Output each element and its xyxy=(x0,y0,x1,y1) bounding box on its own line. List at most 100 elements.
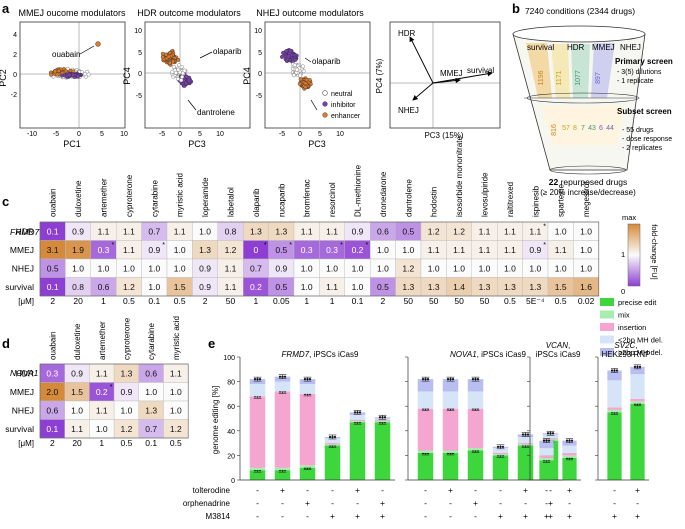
replicate-dot xyxy=(278,375,282,378)
heatmap-nova1: ouabain duloxetine artemether cyproterone cy… xyxy=(5,316,189,448)
replicate-dot xyxy=(328,435,332,439)
heatmap-value: 0.7 xyxy=(148,227,160,237)
significance-star: * xyxy=(543,223,546,230)
heatmap-value: 1.1 xyxy=(479,245,491,255)
heatmap-value: 1.1 xyxy=(225,264,237,274)
heatmap-value: 1.0 xyxy=(555,264,567,274)
heatmap-value: 0.9 xyxy=(352,227,364,237)
funnel-top xyxy=(512,25,646,43)
heatmap-value: 1.0 xyxy=(174,245,186,255)
heatmap-value: 1.1 xyxy=(96,369,108,379)
conc-value: 50 xyxy=(429,296,439,306)
drug-header: megestrol xyxy=(582,182,591,217)
heatmap-value: 1.5 xyxy=(555,282,567,292)
heatmap-value: 1.0 xyxy=(301,282,313,292)
heatmap-value: 1.2 xyxy=(428,227,440,237)
heatmap-value: 0.7 xyxy=(145,424,157,434)
heatmap-value: 0.9 xyxy=(199,264,211,274)
bar-segment xyxy=(274,391,291,468)
plot3-ytick: 0 xyxy=(258,71,262,78)
heatmap-value: 0.9 xyxy=(71,369,83,379)
primary-screen-title: Primary screen xyxy=(615,57,673,66)
heatmap-value: 1.3 xyxy=(145,406,157,416)
bar-segment xyxy=(467,408,484,449)
band-survival xyxy=(526,43,552,98)
heatmap-value: 1.2 xyxy=(121,424,133,434)
scatter-point xyxy=(67,73,72,78)
plot1-xtick: 10 xyxy=(120,131,128,138)
replicate-dot xyxy=(258,378,262,381)
replicate-dot xyxy=(446,378,450,381)
scatter-point xyxy=(167,61,172,66)
bar-segment xyxy=(442,450,459,453)
bar-segment xyxy=(324,443,341,445)
replicate-dot xyxy=(474,378,477,381)
conc-value: 0.5 xyxy=(174,296,186,306)
panel-b-letter: b xyxy=(512,1,520,16)
heatmap-value: 1.0 xyxy=(170,406,182,416)
treatment-sign: - xyxy=(424,511,427,521)
scatter-point xyxy=(179,78,184,83)
legend-label: <2bp MH del. xyxy=(618,336,663,345)
plot3-points xyxy=(280,48,313,91)
legend-swatch xyxy=(600,348,614,356)
bar-segment xyxy=(442,379,459,392)
y-tick-label: 40 xyxy=(227,429,235,436)
primary-note: - 3(5) dilutions xyxy=(617,69,662,76)
plot2-xlabel: PC3 xyxy=(188,139,206,149)
drug-header: cytarabine xyxy=(147,323,156,360)
treatment-sign: - xyxy=(613,485,616,495)
plot2-xtick: 0 xyxy=(178,131,182,138)
heatmap-value: 0.5 xyxy=(402,227,414,237)
plot1-ytick: 2 xyxy=(13,52,17,59)
heatmap-value: 0.6 xyxy=(145,369,157,379)
heatmap-value: 1.0 xyxy=(555,227,567,237)
panel-c-letter: c xyxy=(2,194,9,209)
plot1-xticks: -10 -5 0 5 10 xyxy=(27,131,128,138)
replicate-dot xyxy=(496,445,500,448)
funnel-header: 7240 conditions (2344 drugs) xyxy=(525,6,635,16)
treatment-sign: - xyxy=(306,485,309,495)
drug-header: dronedarone xyxy=(379,171,388,217)
bar-segment xyxy=(542,439,559,441)
heatmap-value: 0.2 xyxy=(250,282,262,292)
funnel-bottom xyxy=(549,165,627,175)
panel-a-letter: a xyxy=(2,1,10,16)
replicate-dot xyxy=(381,416,384,419)
y-tick-label: 100 xyxy=(223,355,235,362)
heatmap-value: 1.1 xyxy=(123,227,135,237)
bar-segment xyxy=(517,445,534,480)
replicate-dot xyxy=(306,378,309,381)
bar-segment xyxy=(607,380,622,408)
scatter-point xyxy=(303,85,308,90)
bar-segment xyxy=(607,409,622,413)
legend-label: mix xyxy=(618,311,630,320)
group-title: NOVA1, iPSCs iCas9 xyxy=(450,350,527,359)
replicate-dot xyxy=(546,432,550,435)
heatmap-value: 0.7 xyxy=(250,264,262,274)
scatter-point xyxy=(291,73,296,78)
heatmap-value: 1.2 xyxy=(170,424,182,434)
group-title: FRMD7, iPSCs iCas9 xyxy=(282,350,359,359)
plot3-ytick: -5 xyxy=(256,93,262,100)
bar-segment xyxy=(467,450,484,480)
biplot-ylabel: PC4 (7%) xyxy=(375,58,384,93)
drug-header: raltitrexed xyxy=(506,182,515,217)
bar-segment xyxy=(630,374,645,399)
scatter-point xyxy=(184,74,189,79)
heatmap-value: 0.1 xyxy=(47,282,59,292)
replicate-dot xyxy=(449,378,452,381)
bar-segment xyxy=(467,448,484,451)
legend-swatch xyxy=(600,335,614,344)
funnel-result: 22 repurposed drugs xyxy=(549,177,627,187)
bar-segment xyxy=(562,445,577,453)
conc-value: 0.5 xyxy=(123,296,135,306)
scatter-point xyxy=(71,73,76,78)
heatmap-frmd7: ouabain duloxetine artemether cyproterone cy… xyxy=(5,136,600,306)
heatmap-value: 0.9 xyxy=(148,245,160,255)
treatment-sign: - xyxy=(256,485,259,495)
heatmap-value: 1.1 xyxy=(71,424,83,434)
scatter-point xyxy=(281,50,286,55)
legend-label: precise edit xyxy=(618,298,657,307)
heatmap-value: 1.0 xyxy=(96,424,108,434)
